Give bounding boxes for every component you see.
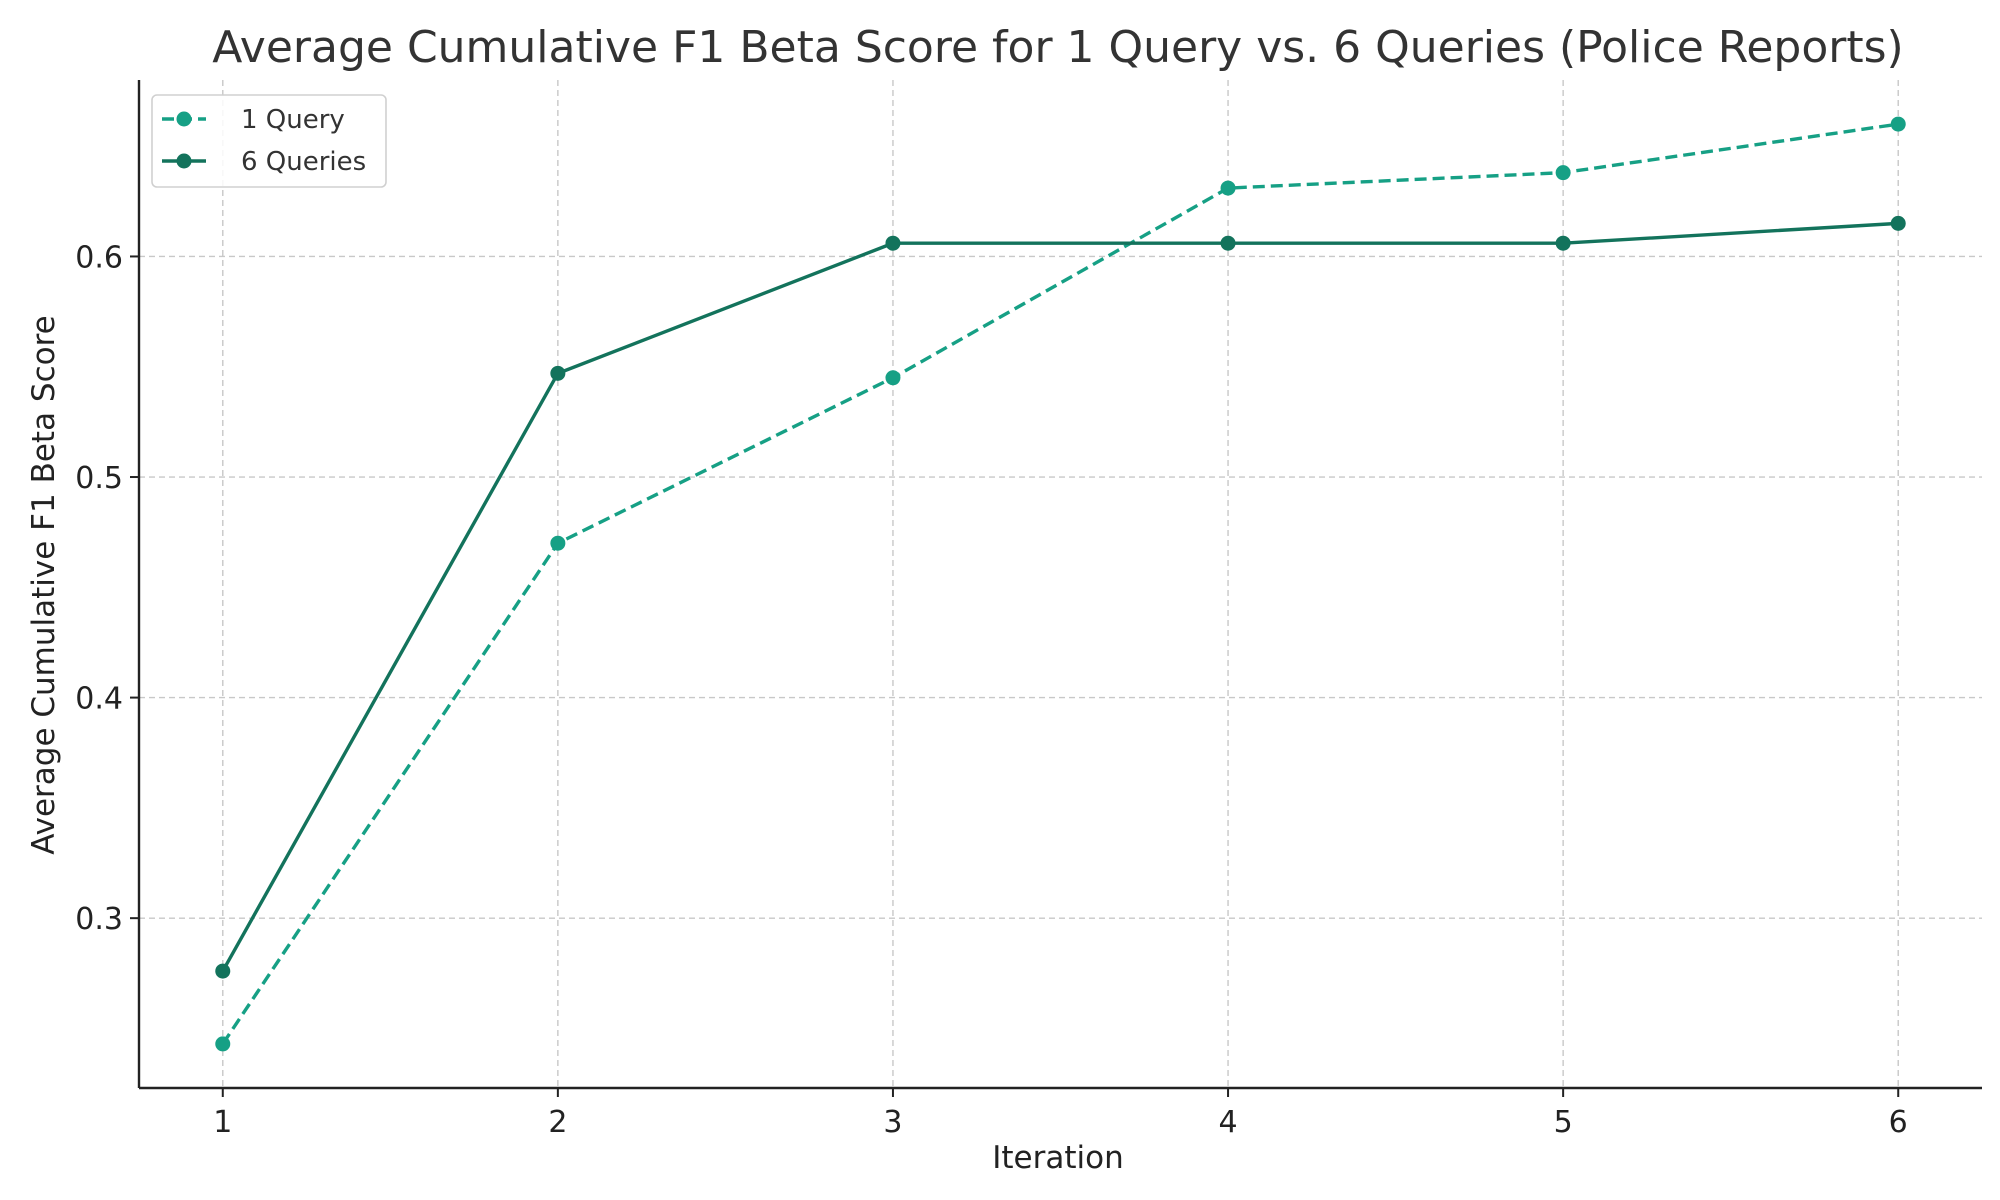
x-axis-label: Iteration [992,1140,1124,1176]
series-1-query [215,116,1906,1052]
x-tick-label: 4 [1218,1105,1237,1140]
data-point-6-queries [1220,235,1236,251]
data-point-1-query [215,1036,231,1052]
legend-swatch-marker [176,153,192,169]
data-point-6-queries [1890,215,1906,231]
series-6-queries [215,215,1906,979]
series-line-1-query [221,122,1899,1045]
data-point-6-queries [550,365,566,381]
data-point-1-query [1555,165,1571,181]
data-point-6-queries [885,235,901,251]
chart-title: Average Cumulative F1 Beta Score for 1 Q… [212,22,1903,73]
grid [139,80,1982,1088]
legend-item-1-query: 1 Query [162,105,345,135]
y-tick-label: 0.3 [75,902,123,937]
series-line-6-queries [221,221,1899,972]
data-point-6-queries [215,963,231,979]
series-layer [215,116,1906,1052]
legend-swatch-marker [176,111,192,127]
data-point-1-query [550,535,566,551]
data-point-1-query [1220,180,1236,196]
legend-box [151,94,387,188]
legend-item-6-queries: 6 Queries [162,147,366,177]
data-point-1-query [885,370,901,386]
y-tick-label: 0.4 [75,682,123,717]
legend: 1 Query 6 Queries [151,94,387,188]
y-tick-label: 0.6 [75,240,123,275]
axes [137,80,1982,1090]
ticks: 1 2 3 4 5 6 0.3 0.4 0.5 0.6 [75,240,1907,1140]
y-axis-label: Average Cumulative F1 Beta Score [26,315,62,855]
data-point-6-queries [1555,235,1571,251]
y-tick-label: 0.5 [75,461,123,496]
x-tick-label: 2 [548,1105,567,1140]
x-tick-label: 5 [1554,1105,1573,1140]
x-tick-label: 3 [883,1105,902,1140]
x-tick-label: 1 [213,1105,232,1140]
data-point-1-query [1890,116,1906,132]
legend-label: 6 Queries [241,147,366,177]
legend-label: 1 Query [241,105,345,135]
x-tick-label: 6 [1889,1105,1908,1140]
